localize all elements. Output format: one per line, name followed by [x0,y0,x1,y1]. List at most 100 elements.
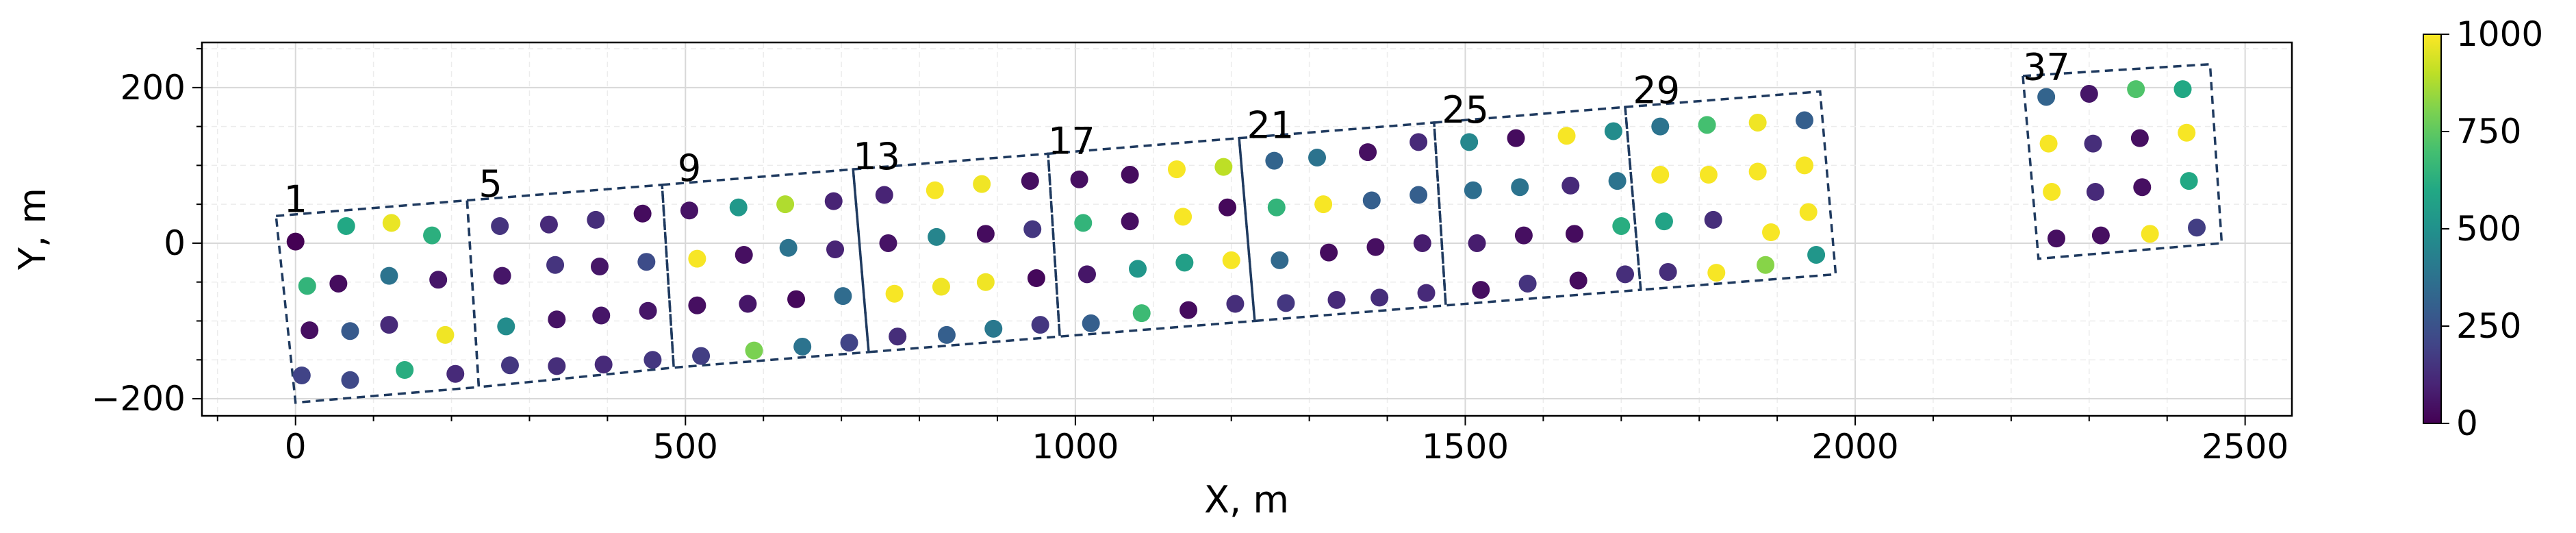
data-point [1608,172,1627,190]
data-point [298,277,316,295]
data-point [1748,162,1767,181]
data-point [1226,295,1245,313]
data-point [1320,243,1338,262]
data-point [637,253,656,271]
data-point [2141,225,2159,243]
data-point [286,232,305,251]
data-point [633,204,652,223]
data-point [984,319,1003,338]
data-point [840,334,858,352]
colorbar-tick-label: 750 [2456,112,2521,151]
y-tick-label: 0 [164,223,186,263]
data-point [688,296,706,314]
data-point [1031,316,1049,334]
plot-frame [201,41,2293,417]
data-point [776,195,795,214]
data-point [1129,260,1147,278]
data-point [1314,195,1333,214]
data-point [928,227,946,246]
data-point [1366,238,1385,256]
data-point [292,366,311,384]
data-point [546,256,565,274]
block-label: 13 [853,135,900,178]
data-point [688,249,706,268]
x-axis-ticks: 0 500 1000 1500 2000 2500 [216,416,2288,467]
block-outline [852,152,1061,354]
survey-block-outlines [275,62,2223,404]
data-point [1121,212,1139,231]
data-point [341,322,359,340]
data-point [2133,178,2152,197]
data-point [548,357,566,375]
data-point [1464,181,1482,199]
data-point [639,301,657,320]
data-point [1561,176,1580,195]
data-point [2091,226,2110,245]
data-point [1807,245,1826,264]
data-point [590,258,609,275]
data-point [1460,133,1479,151]
data-point [1082,314,1100,332]
block-label: 17 [1048,119,1095,162]
data-point [1651,117,1670,136]
colorbar-tick-label: 1000 [2456,14,2543,54]
block-label: 21 [1247,104,1295,147]
x-tick-label: 0 [285,427,307,467]
data-point [879,234,897,252]
data-point [2188,219,2206,237]
data-point [2180,172,2198,190]
data-point [1167,160,1186,179]
data-point [1359,143,1377,162]
data-point [1175,253,1194,272]
data-point [643,351,662,369]
data-point [1748,113,1767,132]
block-outline [1433,106,1642,307]
data-point [1410,133,1428,151]
data-point [423,226,442,245]
data-point [824,192,843,210]
x-tick-label: 1000 [1032,427,1119,467]
data-point [2173,80,2192,99]
data-point [1514,226,1533,245]
block-label: 1 [284,178,307,221]
data-point [500,356,519,375]
x-tick-label: 1500 [1422,427,1509,467]
block-labels: 1 5 9 13 17 21 25 29 37 [284,46,2070,221]
x-tick-label: 500 [653,427,718,467]
data-point [341,371,359,389]
block-outline [275,199,481,404]
data-point [1179,301,1198,319]
data-point [2080,84,2098,103]
data-points [286,80,2206,389]
data-point [1468,234,1486,252]
data-point [329,274,348,293]
data-point [1027,269,1045,288]
data-point [1174,208,1193,226]
data-point [1370,288,1389,307]
data-point [937,325,956,344]
data-point [973,175,991,193]
data-point [1569,271,1587,290]
data-point [1518,274,1537,293]
data-point [1472,281,1490,299]
data-point [729,198,748,216]
data-point [1655,212,1673,231]
data-point [1070,170,1088,188]
data-point [745,341,763,360]
block-outline [1624,90,1837,291]
data-point [1707,264,1726,282]
data-point [1796,111,1814,129]
data-point [1413,234,1431,252]
colorbar-ticks: 0 250 500 750 1000 [2441,14,2543,443]
data-point [1277,294,1295,312]
data-point [1267,198,1286,216]
x-tick-label: 2500 [2202,427,2288,467]
data-point [926,181,944,199]
data-point [1214,158,1233,176]
colorbar-tick-label: 500 [2456,209,2521,249]
data-point [2127,80,2145,99]
data-point [1698,116,1716,134]
data-point [1659,262,1677,281]
data-point [735,245,753,264]
